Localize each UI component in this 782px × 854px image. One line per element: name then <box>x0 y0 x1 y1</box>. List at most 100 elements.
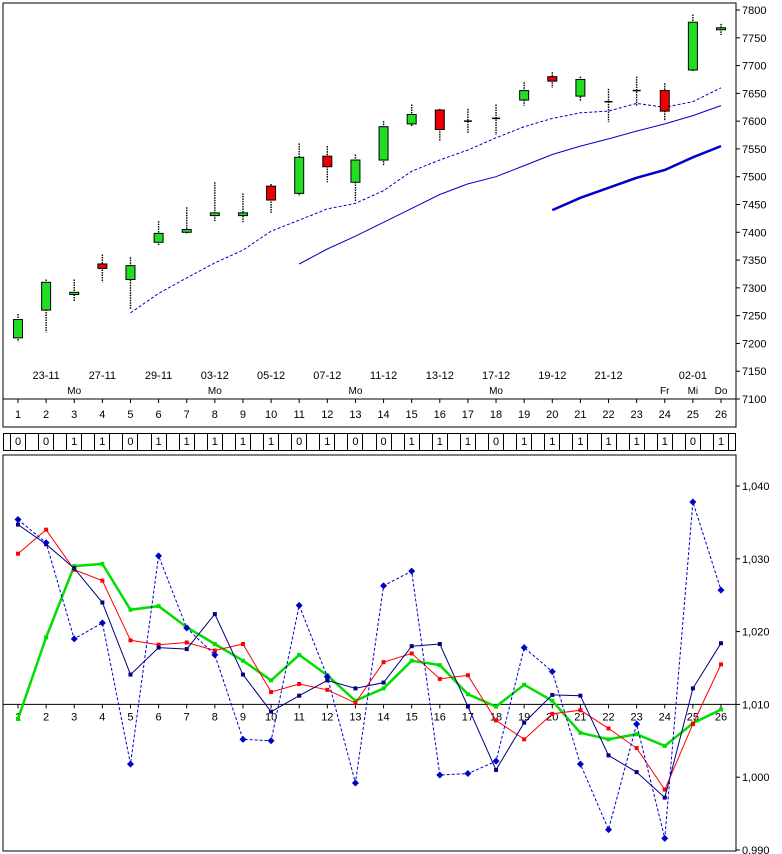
point-blue_dashed <box>633 720 641 728</box>
point-blue <box>606 753 611 758</box>
binary-cell: 0 <box>10 433 26 451</box>
point-blue <box>297 693 302 698</box>
point-blue_dashed <box>408 567 416 575</box>
x-tick-label: 19 <box>518 711 530 723</box>
date-labels: 23-11 27-11 29-11 03-12 05-12 07-12 11-12 13-12… <box>32 370 727 397</box>
y-tick-label: 7800 <box>742 5 766 17</box>
bottom-y-axis: 0,990 1,000 1,010 1,020 1,030 1,040 <box>736 481 770 854</box>
binary-cell: 1 <box>319 433 336 451</box>
point-green <box>212 641 217 646</box>
point-green <box>240 658 245 663</box>
day-label: Do <box>715 386 728 397</box>
candle-body-up <box>13 319 23 339</box>
binary-cell: 1 <box>572 433 589 451</box>
x-tick-label: 17 <box>462 409 474 421</box>
point-blue <box>240 672 245 677</box>
point-blue_dashed <box>605 826 613 834</box>
ma-line-ma_thin <box>298 105 722 265</box>
point-green <box>606 737 611 742</box>
point-blue_dashed <box>267 737 275 745</box>
x-tick-label: 14 <box>377 409 389 421</box>
binary-row-frame <box>3 433 736 451</box>
point-red <box>690 722 695 727</box>
x-tick-label: 8 <box>212 711 218 723</box>
point-blue <box>212 612 217 617</box>
x-tick-label: 15 <box>406 409 418 421</box>
point-blue <box>16 522 20 527</box>
binary-cell: 1 <box>263 433 280 451</box>
candle-body-up <box>378 126 389 161</box>
point-blue_dashed <box>717 586 725 594</box>
point-blue <box>381 680 386 685</box>
binary-cell: 0 <box>488 433 505 451</box>
x-tick-label: 15 <box>406 711 418 723</box>
point-blue_dashed <box>380 582 388 590</box>
candle-body-up <box>125 265 136 281</box>
x-tick-label: 18 <box>490 409 502 421</box>
x-tick-label: 23 <box>631 711 643 723</box>
x-tick-label: 5 <box>127 409 133 421</box>
date-label: 27-11 <box>89 370 116 382</box>
point-blue_dashed <box>70 635 78 643</box>
x-tick-label: 19 <box>518 409 530 421</box>
point-red <box>437 676 442 681</box>
candle-body-down <box>547 76 558 82</box>
y-tick-label: 1,020 <box>742 627 770 639</box>
candle-body-up <box>350 159 361 183</box>
point-blue <box>409 644 414 649</box>
point-blue <box>494 767 499 772</box>
point-red <box>100 578 105 583</box>
y-tick-label: 7700 <box>742 61 766 73</box>
y-tick-label: 7400 <box>742 227 766 239</box>
candle-body-up <box>294 156 305 194</box>
point-red <box>325 687 330 692</box>
candle-body-up <box>153 232 164 243</box>
point-blue <box>128 672 133 677</box>
point-red <box>156 642 161 647</box>
point-green <box>156 604 161 609</box>
y-tick-label: 0,990 <box>742 845 770 854</box>
x-tick-label: 11 <box>293 711 304 723</box>
point-blue_dashed <box>42 539 50 547</box>
x-tick-label: 12 <box>321 409 333 421</box>
point-blue_dashed <box>576 760 584 768</box>
x-tick-label: 3 <box>71 409 77 421</box>
point-red <box>44 527 49 532</box>
candle-body-up <box>41 281 52 311</box>
point-blue <box>690 686 695 691</box>
binary-cell: 1 <box>431 433 448 451</box>
point-green <box>494 704 499 709</box>
day-label: Mo <box>348 386 362 397</box>
point-green <box>437 663 442 668</box>
x-tick-label: 5 <box>127 711 133 723</box>
point-blue <box>100 600 105 605</box>
date-label: 17-12 <box>482 370 510 382</box>
x-tick-label: 24 <box>659 711 671 723</box>
top-x-axis: 1 2 3 4 5 6 7 8 9 10 11 12 13 14 15 16 17 18 19 20 21 22 23 24 2… <box>15 399 727 421</box>
ma-line-ma_dashed <box>130 87 722 314</box>
date-label: 13-12 <box>426 370 454 382</box>
x-tick-label: 20 <box>546 409 558 421</box>
ratio-line-chart: 0,990 1,000 1,010 1,020 1,030 1,040 12 3 4 5 6 7 8 9… <box>2 454 770 854</box>
point-red <box>297 682 302 687</box>
top-plot-frame <box>2 2 737 428</box>
x-tick-label: 4 <box>99 711 105 723</box>
binary-cell: 1 <box>234 433 251 451</box>
x-tick-label: 6 <box>156 711 162 723</box>
candle-body-up <box>406 113 417 125</box>
binary-cell: 1 <box>600 433 617 451</box>
x-tick-label: 18 <box>490 711 502 723</box>
y-tick-label: 7550 <box>742 144 766 156</box>
binary-cell: 0 <box>684 433 701 451</box>
x-tick-label: 16 <box>434 409 446 421</box>
point-blue_dashed <box>126 760 134 768</box>
x-tick-label: 13 <box>349 409 361 421</box>
x-tick-label: 2 <box>43 711 49 723</box>
point-blue_dashed <box>14 515 22 523</box>
y-tick-label: 7150 <box>742 366 766 378</box>
binary-cell: 0 <box>38 433 55 451</box>
candle-body-up <box>69 291 80 296</box>
candle-body-up <box>716 27 726 31</box>
date-label: 07-12 <box>313 370 341 382</box>
point-blue_dashed <box>351 779 359 787</box>
